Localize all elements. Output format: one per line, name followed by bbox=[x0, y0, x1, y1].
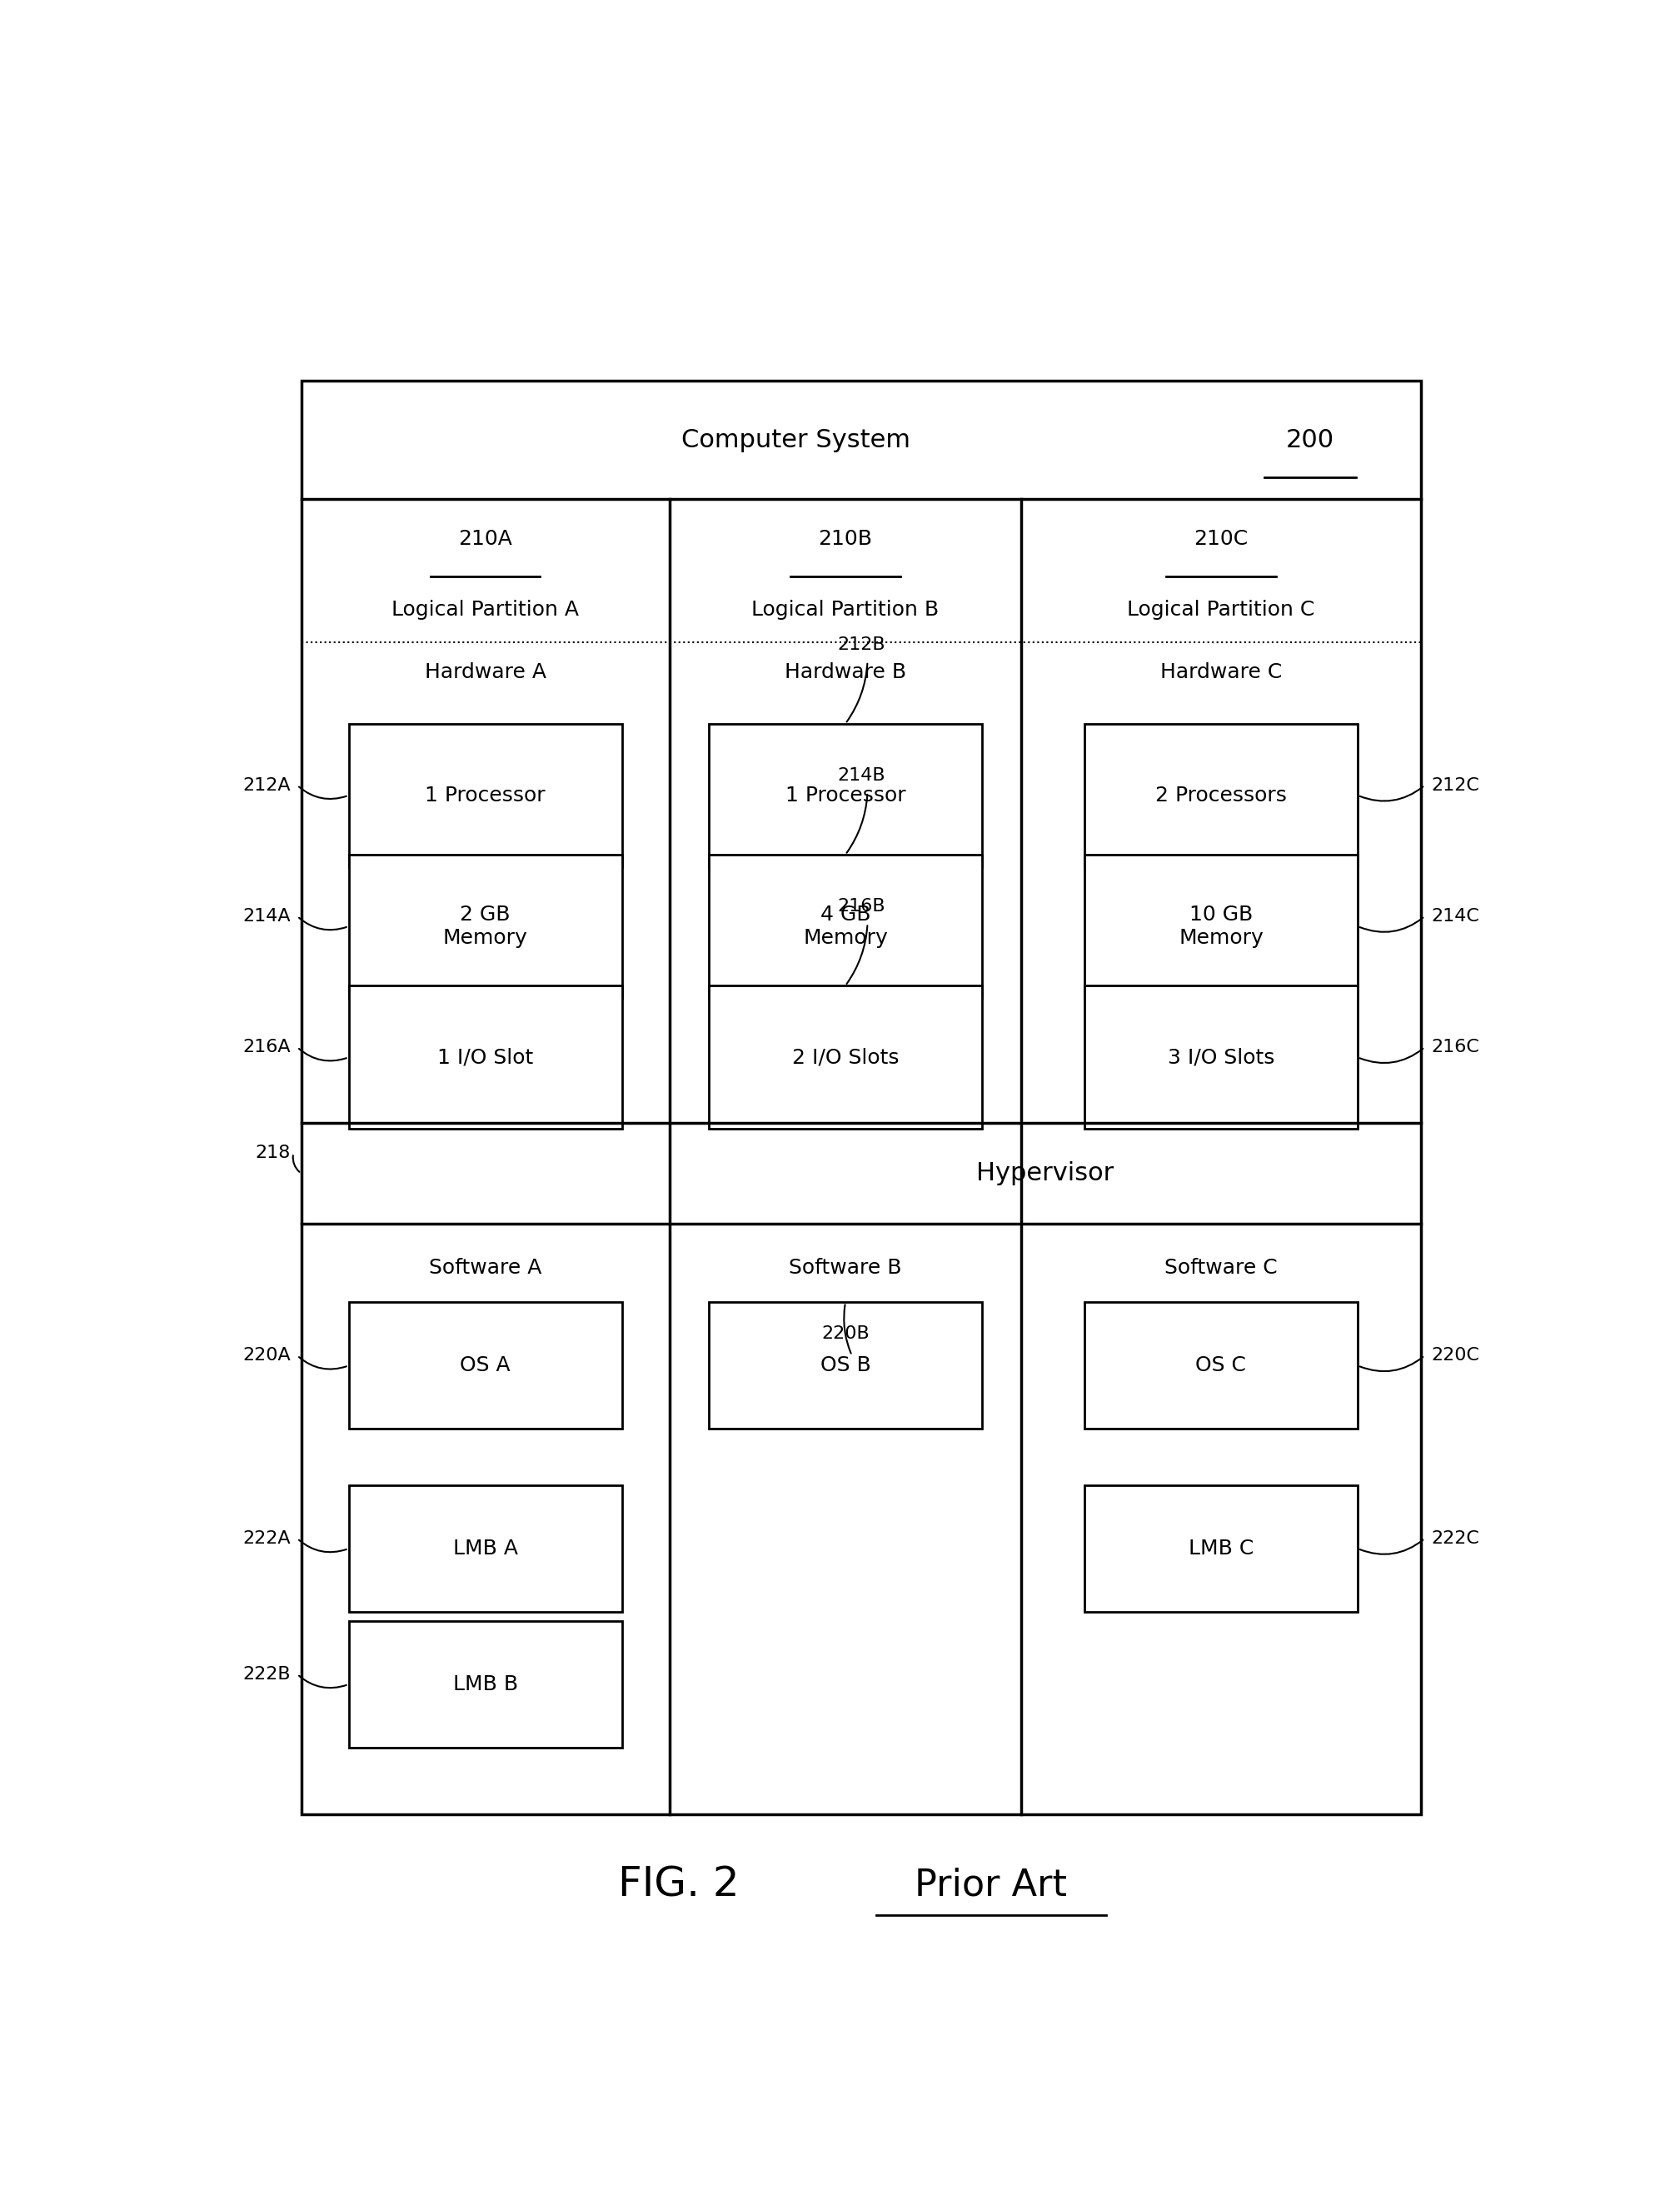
Text: Logical Partition A: Logical Partition A bbox=[391, 600, 580, 620]
Text: 2 Processors: 2 Processors bbox=[1156, 786, 1287, 806]
FancyBboxPatch shape bbox=[349, 854, 622, 999]
Text: Computer System: Computer System bbox=[682, 427, 911, 451]
Text: 2 GB
Memory: 2 GB Memory bbox=[444, 904, 528, 948]
FancyBboxPatch shape bbox=[1084, 854, 1357, 999]
Text: 212C: 212C bbox=[1431, 777, 1480, 793]
Text: 210B: 210B bbox=[818, 530, 872, 550]
FancyBboxPatch shape bbox=[349, 1621, 622, 1748]
Text: 1 Processor: 1 Processor bbox=[425, 786, 546, 806]
Text: 216B: 216B bbox=[837, 898, 885, 915]
Text: Hardware B: Hardware B bbox=[785, 661, 906, 683]
Text: 1 I/O Slot: 1 I/O Slot bbox=[437, 1047, 533, 1067]
Text: Logical Partition B: Logical Partition B bbox=[751, 600, 939, 620]
Text: Logical Partition C: Logical Partition C bbox=[1127, 600, 1315, 620]
Text: FIG. 2: FIG. 2 bbox=[618, 1866, 739, 1905]
FancyBboxPatch shape bbox=[1084, 986, 1357, 1130]
Text: 214B: 214B bbox=[837, 766, 885, 784]
Text: Software B: Software B bbox=[790, 1257, 902, 1277]
Text: 220C: 220C bbox=[1431, 1347, 1480, 1364]
Text: 222C: 222C bbox=[1431, 1531, 1480, 1546]
Text: 210C: 210C bbox=[1194, 530, 1248, 550]
Text: 10 GB
Memory: 10 GB Memory bbox=[1179, 904, 1263, 948]
FancyBboxPatch shape bbox=[349, 723, 622, 867]
Text: 222A: 222A bbox=[242, 1531, 291, 1546]
Text: 210A: 210A bbox=[459, 530, 512, 550]
FancyBboxPatch shape bbox=[1084, 1303, 1357, 1428]
Text: OS B: OS B bbox=[820, 1356, 870, 1375]
Text: 4 GB
Memory: 4 GB Memory bbox=[803, 904, 887, 948]
Text: 200: 200 bbox=[1285, 427, 1334, 451]
Text: LMB C: LMB C bbox=[1188, 1540, 1253, 1559]
Text: Software A: Software A bbox=[428, 1257, 541, 1277]
Text: Hardware A: Hardware A bbox=[425, 661, 546, 683]
Text: Hardware C: Hardware C bbox=[1161, 661, 1282, 683]
FancyBboxPatch shape bbox=[709, 723, 983, 867]
Text: 216A: 216A bbox=[242, 1038, 291, 1056]
Text: 1 Processor: 1 Processor bbox=[785, 786, 906, 806]
FancyBboxPatch shape bbox=[349, 986, 622, 1130]
FancyBboxPatch shape bbox=[709, 854, 983, 999]
FancyBboxPatch shape bbox=[349, 1303, 622, 1428]
Text: 212A: 212A bbox=[242, 777, 291, 793]
Text: 3 I/O Slots: 3 I/O Slots bbox=[1168, 1047, 1275, 1067]
Text: Prior Art: Prior Art bbox=[916, 1868, 1067, 1903]
Text: Hypervisor: Hypervisor bbox=[976, 1161, 1114, 1185]
Text: 220A: 220A bbox=[242, 1347, 291, 1364]
FancyBboxPatch shape bbox=[301, 381, 1421, 1813]
Text: 222B: 222B bbox=[242, 1667, 291, 1682]
Text: Software C: Software C bbox=[1164, 1257, 1277, 1277]
Text: LMB B: LMB B bbox=[454, 1675, 517, 1695]
FancyBboxPatch shape bbox=[1084, 1485, 1357, 1612]
Text: 220B: 220B bbox=[822, 1325, 870, 1342]
Text: OS C: OS C bbox=[1196, 1356, 1247, 1375]
FancyBboxPatch shape bbox=[349, 1485, 622, 1612]
FancyBboxPatch shape bbox=[709, 1303, 983, 1428]
Text: LMB A: LMB A bbox=[454, 1540, 517, 1559]
Text: 214C: 214C bbox=[1431, 909, 1480, 924]
Text: 216C: 216C bbox=[1431, 1038, 1480, 1056]
Text: 212B: 212B bbox=[837, 637, 885, 653]
Text: 2 I/O Slots: 2 I/O Slots bbox=[791, 1047, 899, 1067]
FancyBboxPatch shape bbox=[1084, 723, 1357, 867]
FancyBboxPatch shape bbox=[709, 986, 983, 1130]
Text: 218: 218 bbox=[255, 1145, 291, 1161]
Text: 214A: 214A bbox=[242, 909, 291, 924]
Text: OS A: OS A bbox=[460, 1356, 511, 1375]
